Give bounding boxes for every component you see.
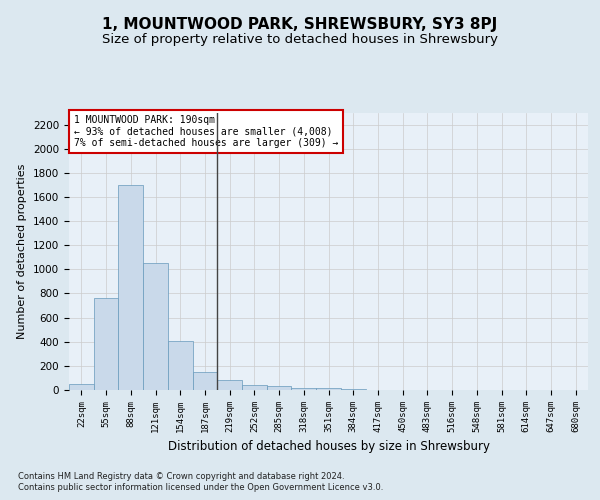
Bar xyxy=(94,298,118,390)
Text: Size of property relative to detached houses in Shrewsbury: Size of property relative to detached ho… xyxy=(102,32,498,46)
X-axis label: Distribution of detached houses by size in Shrewsbury: Distribution of detached houses by size … xyxy=(167,440,490,454)
Text: Contains HM Land Registry data © Crown copyright and database right 2024.: Contains HM Land Registry data © Crown c… xyxy=(18,472,344,481)
Bar xyxy=(217,380,242,390)
Bar xyxy=(69,384,94,390)
Bar xyxy=(118,185,143,390)
Bar xyxy=(292,388,316,390)
Text: 1 MOUNTWOOD PARK: 190sqm
← 93% of detached houses are smaller (4,008)
7% of semi: 1 MOUNTWOOD PARK: 190sqm ← 93% of detach… xyxy=(74,116,338,148)
Bar xyxy=(143,264,168,390)
Bar xyxy=(193,372,217,390)
Bar xyxy=(341,389,365,390)
Bar xyxy=(267,386,292,390)
Bar xyxy=(316,388,341,390)
Text: Contains public sector information licensed under the Open Government Licence v3: Contains public sector information licen… xyxy=(18,484,383,492)
Bar xyxy=(168,340,193,390)
Bar xyxy=(242,385,267,390)
Text: 1, MOUNTWOOD PARK, SHREWSBURY, SY3 8PJ: 1, MOUNTWOOD PARK, SHREWSBURY, SY3 8PJ xyxy=(103,18,497,32)
Y-axis label: Number of detached properties: Number of detached properties xyxy=(17,164,28,339)
